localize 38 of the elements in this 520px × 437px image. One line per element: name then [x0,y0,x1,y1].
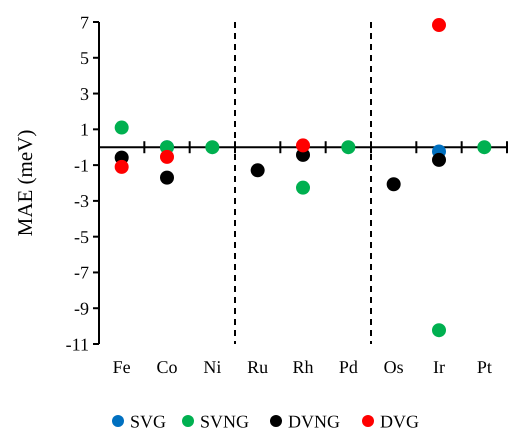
legend-label: SVG [130,411,166,432]
point [386,177,401,192]
y-axis-title: MAE (meV) [13,130,37,236]
point [341,140,356,154]
point [296,138,310,152]
x-tick-label: Pd [338,357,358,377]
point [114,160,129,174]
point [205,140,220,154]
legend-label: DVG [380,411,419,432]
y-tick-label: 7 [80,12,89,32]
x-tick-label: Ru [247,357,268,377]
y-tick-label: -7 [74,262,89,283]
y-tick-label: -3 [74,191,89,212]
point [432,152,446,167]
legend-label: DVNG [288,411,340,432]
point [296,180,310,195]
x-tick-label: Pt [476,357,492,377]
x-tick-label: Co [156,357,178,377]
point [160,150,174,164]
x-tick-label: Rh [292,357,314,377]
y-tick-label: 5 [80,48,89,68]
x-tick-label: Os [384,357,404,377]
y-tick-label: -1 [74,155,89,176]
y-tick-label: 3 [80,84,89,104]
y-tick-label: -5 [74,226,89,247]
point [160,170,174,185]
point [114,120,129,135]
y-tick-label: -11 [66,334,89,354]
legend-label: SVNG [200,411,250,432]
x-tick-label: Ir [433,357,445,377]
y-tick-label: 1 [80,120,89,140]
point [432,323,446,338]
y-tick-label: -9 [74,298,89,319]
point [250,163,265,178]
point [477,140,492,154]
point [432,18,446,32]
x-tick-label: Fe [112,357,131,377]
x-tick-label: Ni [203,357,222,377]
